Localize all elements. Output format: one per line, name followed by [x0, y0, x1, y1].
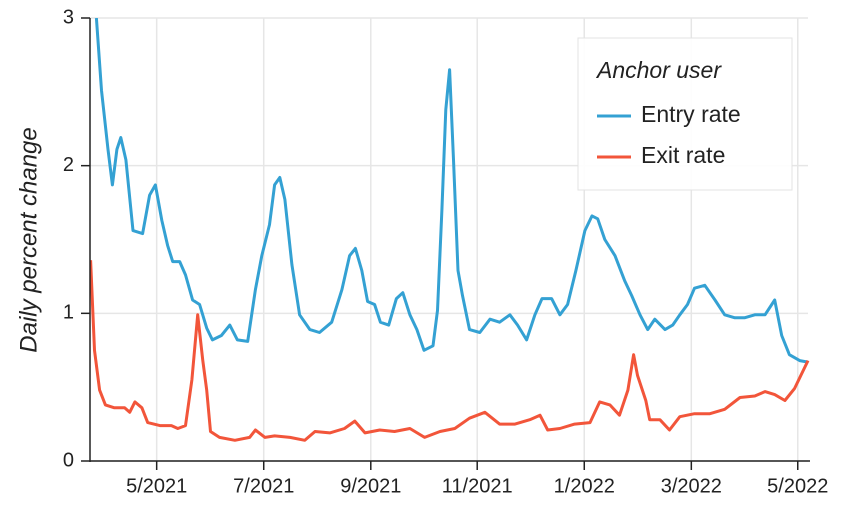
line-series	[90, 260, 810, 442]
line-series	[94, 18, 809, 364]
x-tick-label: 5/2022	[767, 475, 828, 497]
plot-area	[90, 18, 810, 442]
legend-label: Entry rate	[641, 101, 741, 127]
axes: 0 1 2 3 5/2021 7/2021 9/2021 11/2021 1/2022 3/202…	[63, 6, 828, 497]
y-tick-label: 0	[63, 449, 74, 471]
x-tick-label: 11/2021	[442, 475, 513, 497]
x-tick-label: 5/2021	[126, 475, 187, 497]
legend: Anchor user Entry rate Exit rate	[577, 37, 793, 191]
y-axis-label: Daily percent change	[15, 127, 42, 352]
y-tick-label: 2	[63, 154, 74, 176]
y-tick-label: 3	[63, 6, 74, 28]
y-tick-label: 1	[63, 302, 74, 324]
x-tick-label: 7/2021	[233, 475, 294, 497]
x-tick-label: 3/2022	[661, 475, 722, 497]
x-tick-label: 9/2021	[340, 475, 401, 497]
x-tick-label: 1/2022	[554, 475, 615, 497]
legend-box	[577, 37, 793, 191]
legend-title: Anchor user	[595, 57, 722, 83]
legend-label: Exit rate	[641, 142, 725, 168]
